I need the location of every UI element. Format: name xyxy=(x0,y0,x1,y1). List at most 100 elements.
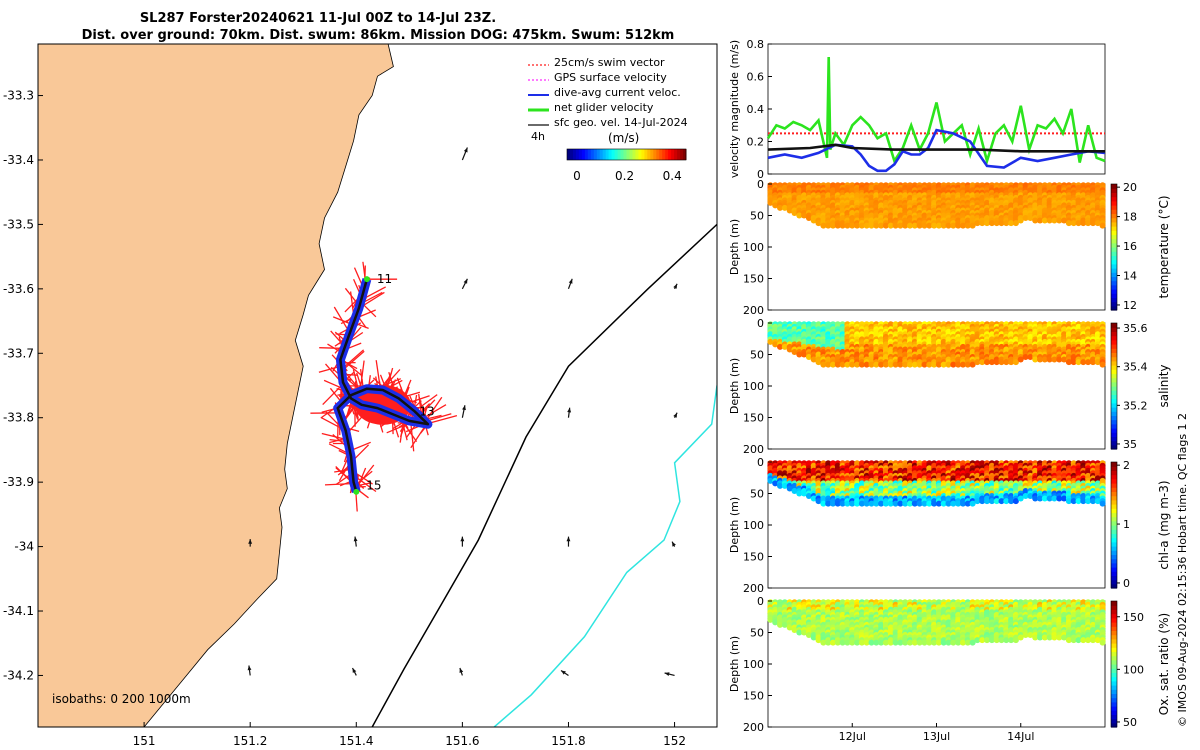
map-legend: 25cm/s swim vector GPS surface velocity … xyxy=(528,56,688,183)
section-sample xyxy=(825,361,832,368)
section-sample xyxy=(1065,498,1072,505)
section-sample xyxy=(1008,498,1015,505)
section-sample xyxy=(801,351,808,358)
colorbar-segment xyxy=(662,149,666,160)
section-sample xyxy=(1099,222,1106,229)
section-sample xyxy=(969,500,976,507)
section-colorbar-segment xyxy=(1111,205,1117,210)
colorbar-segment xyxy=(602,149,607,160)
section-colorbar-segment xyxy=(1111,209,1117,214)
section-sample xyxy=(892,500,899,507)
section-sample xyxy=(998,637,1005,644)
section-colorbar-segment xyxy=(1111,255,1117,261)
swim-vector xyxy=(414,394,438,412)
section-sample xyxy=(849,639,856,646)
section-sample xyxy=(926,361,933,368)
section-sample xyxy=(926,500,933,507)
section-sample xyxy=(1037,634,1043,641)
geo-velocity-arrowhead xyxy=(567,407,572,413)
section-sample xyxy=(1090,637,1096,644)
section-colorbar-segment xyxy=(1111,251,1117,256)
section-sample xyxy=(1003,359,1010,366)
section-sample xyxy=(1065,220,1072,227)
section-colorbar-segment xyxy=(1111,272,1117,277)
section-colorbar-segment xyxy=(1111,305,1117,311)
colorbar-segment xyxy=(659,149,663,160)
section-sample xyxy=(984,498,990,505)
colorbar-segment xyxy=(593,149,598,160)
section-sample xyxy=(791,349,798,355)
section-sample xyxy=(820,500,827,507)
section-colorbar-segment xyxy=(1111,546,1117,551)
section-sample xyxy=(931,639,938,646)
section-sample xyxy=(873,222,880,229)
colorbar-segment xyxy=(665,149,669,160)
section-sample xyxy=(1070,359,1077,366)
glider-track-line xyxy=(336,278,430,493)
map-frame xyxy=(37,43,718,728)
section-sample xyxy=(931,361,938,368)
section-sample xyxy=(801,629,808,636)
section-sample xyxy=(902,500,909,507)
section-sample xyxy=(1090,359,1096,366)
section-y-tick-label: 0 xyxy=(757,178,764,191)
section-sample xyxy=(882,361,889,368)
colorbar-segment xyxy=(641,149,645,160)
section-y-tick-label: 200 xyxy=(743,582,764,595)
section-colorbar-tick-label: 18 xyxy=(1123,211,1137,224)
section-sample xyxy=(1037,217,1043,224)
section-colorbar-segment xyxy=(1111,377,1117,383)
section-sample xyxy=(786,624,793,631)
section-sample xyxy=(834,361,841,368)
section-colorbar-segment xyxy=(1111,432,1117,437)
section-colorbar-segment xyxy=(1111,323,1117,328)
section-sample xyxy=(916,639,923,646)
section-sample xyxy=(863,361,870,368)
section-colorbar-segment xyxy=(1111,579,1117,585)
section-sample xyxy=(854,500,861,507)
day-label-11: 11 xyxy=(377,272,392,286)
section-colorbar-segment xyxy=(1111,525,1117,530)
map-y-tick-label: -34.1 xyxy=(3,604,34,618)
section-sample xyxy=(974,498,981,505)
section-sample xyxy=(1017,495,1024,502)
section-sample xyxy=(979,498,986,505)
section-sample xyxy=(767,338,774,345)
colorbar-segment xyxy=(581,149,586,160)
section-colorbar-tick-label: 14 xyxy=(1123,270,1137,283)
section-sample xyxy=(830,222,836,229)
section-sample xyxy=(781,482,788,489)
colorbar-tick-label: 0.2 xyxy=(615,169,634,183)
section-colorbar-segment xyxy=(1111,436,1117,442)
colorbar-segment xyxy=(599,149,604,160)
colorbar-segment xyxy=(653,149,657,160)
section-colorbar-segment xyxy=(1111,196,1117,202)
section-colorbar-segment xyxy=(1111,533,1117,539)
section-colorbar-segment xyxy=(1111,722,1117,728)
section-colorbar-tick-label: 35.2 xyxy=(1123,399,1148,412)
section-sample xyxy=(907,361,913,368)
section-sample xyxy=(781,204,788,211)
section-sample xyxy=(815,220,822,227)
colorbar-segment xyxy=(650,149,654,160)
section-y-axis-label: Depth (m) xyxy=(728,636,741,692)
section-colorbar-segment xyxy=(1111,284,1117,290)
section-sample xyxy=(796,212,803,219)
section-sample xyxy=(935,639,942,646)
section-sample xyxy=(969,222,976,229)
section-sample xyxy=(988,220,995,227)
section-sample xyxy=(873,500,880,507)
section-colorbar-segment xyxy=(1111,541,1117,547)
section-sample xyxy=(998,359,1005,366)
colorbar-segment xyxy=(635,149,639,160)
section-sample xyxy=(868,361,875,368)
section-sample xyxy=(950,500,957,507)
section-sample xyxy=(772,480,779,487)
section-sample xyxy=(1080,220,1087,227)
section-sample xyxy=(902,639,909,646)
section-colorbar-segment xyxy=(1111,411,1117,416)
section-sample xyxy=(820,361,827,368)
section-sample xyxy=(974,220,981,227)
section-sample xyxy=(873,361,880,368)
